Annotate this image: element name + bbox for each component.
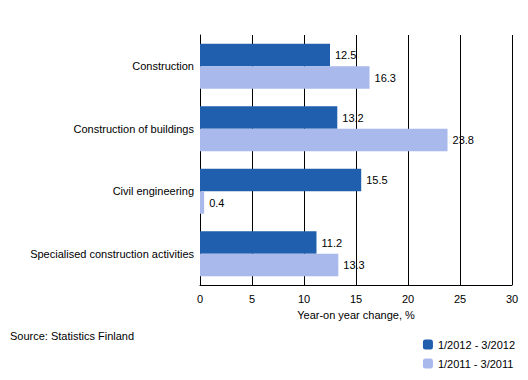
svg-text:10: 10 [298, 293, 310, 305]
svg-text:12.5: 12.5 [335, 49, 356, 61]
svg-text:20: 20 [402, 293, 414, 305]
svg-text:23.8: 23.8 [453, 134, 474, 146]
svg-text:Construction of buildings: Construction of buildings [74, 123, 195, 135]
svg-text:25: 25 [454, 293, 466, 305]
svg-text:30: 30 [506, 293, 518, 305]
svg-text:11.2: 11.2 [321, 237, 342, 249]
svg-text:15.5: 15.5 [366, 174, 387, 186]
svg-text:13.3: 13.3 [343, 259, 364, 271]
svg-text:5: 5 [249, 293, 255, 305]
svg-text:Civil engineering: Civil engineering [113, 185, 194, 197]
svg-text:15: 15 [350, 293, 362, 305]
svg-text:1/2012 - 3/2012: 1/2012 - 3/2012 [438, 339, 515, 351]
svg-text:0.4: 0.4 [209, 197, 224, 209]
svg-text:16.3: 16.3 [375, 72, 396, 84]
svg-text:Year-on year change, %: Year-on year change, % [297, 309, 415, 321]
svg-text:Source: Statistics Finland: Source: Statistics Finland [10, 330, 134, 342]
svg-text:13.2: 13.2 [342, 112, 363, 124]
svg-text:1/2011 - 3/2011: 1/2011 - 3/2011 [438, 358, 513, 370]
svg-text:Specialised construction activ: Specialised construction activities [30, 248, 194, 260]
svg-text:0: 0 [197, 293, 203, 305]
svg-text:Construction: Construction [132, 60, 194, 72]
